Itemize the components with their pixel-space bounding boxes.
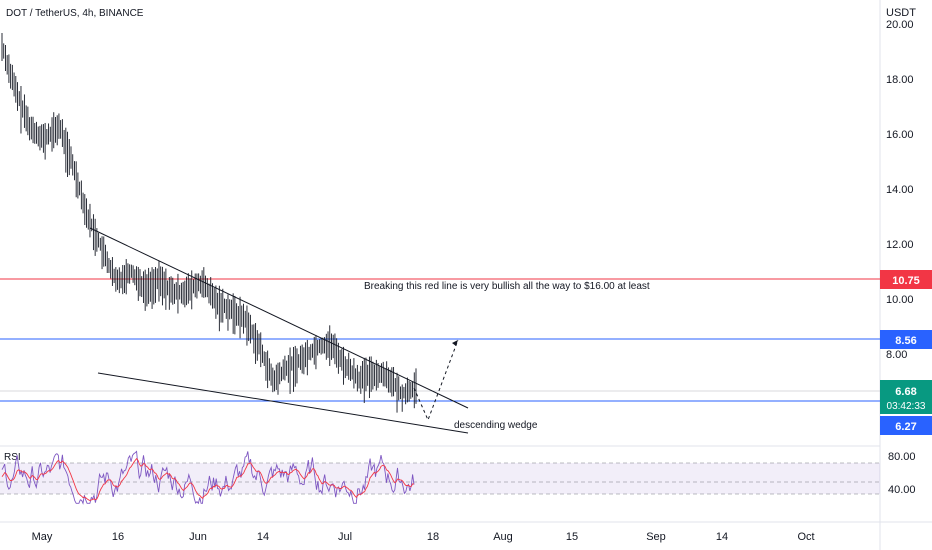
countdown-text: 03:42:33 xyxy=(887,401,926,412)
rsi-ma-line xyxy=(1,457,415,501)
wedge-lower-trendline[interactable] xyxy=(97,372,469,434)
x-tick-label: 15 xyxy=(566,531,578,543)
x-tick-label: Jun xyxy=(189,531,207,543)
badge-blue-upper xyxy=(880,330,932,349)
badge-red-level-text: 10.75 xyxy=(892,275,920,287)
x-tick-label: Aug xyxy=(493,531,513,543)
rsi-tick-40: 40.00 xyxy=(888,484,916,496)
price-axis-ticks: 20.00 18.00 16.00 14.00 12.00 10.00 8.00 xyxy=(886,19,914,361)
x-tick-label: Oct xyxy=(797,531,814,543)
badge-blue-upper-text: 8.56 xyxy=(895,335,916,347)
x-tick-label: 18 xyxy=(427,531,439,543)
y-tick-label: 8.00 xyxy=(886,349,907,361)
time-axis-ticks: May 16 Jun 14 Jul 18 Aug 15 Sep 14 Oct xyxy=(32,531,815,543)
badge-red-level xyxy=(880,270,932,289)
y-tick-label: 10.00 xyxy=(886,294,914,306)
x-tick-label: 14 xyxy=(716,531,728,543)
x-tick-label: 14 xyxy=(257,531,269,543)
rsi-band xyxy=(0,463,880,494)
wedge-upper-trendline[interactable] xyxy=(89,227,469,409)
red-line-note[interactable]: Breaking this red line is very bullish a… xyxy=(364,281,650,292)
rsi-label[interactable]: RSI xyxy=(4,452,21,463)
rsi-line xyxy=(1,450,415,505)
projection-dashed-arrow[interactable] xyxy=(413,339,459,422)
badge-blue-lower-text: 6.27 xyxy=(895,421,916,433)
price-series xyxy=(1,33,417,413)
y-tick-label: 20.00 xyxy=(886,19,914,31)
currency-label: USDT xyxy=(886,7,916,19)
y-tick-label: 12.00 xyxy=(886,239,914,251)
x-tick-label: 16 xyxy=(112,531,124,543)
y-tick-label: 16.00 xyxy=(886,129,914,141)
rsi-series xyxy=(1,450,415,505)
wedge-label[interactable]: descending wedge xyxy=(454,420,538,431)
rsi-tick-80: 80.00 xyxy=(888,451,916,463)
x-tick-label: Jul xyxy=(338,531,352,543)
x-tick-label: Sep xyxy=(646,531,666,543)
y-tick-label: 18.00 xyxy=(886,74,914,86)
y-tick-label: 14.00 xyxy=(886,184,914,196)
badge-blue-lower xyxy=(880,416,932,435)
x-tick-label: May xyxy=(32,531,53,543)
symbol-title[interactable]: DOT / TetherUS, 4h, BINANCE xyxy=(6,8,144,19)
arrow-head-icon xyxy=(452,340,458,346)
current-price-text: 6.68 xyxy=(895,386,916,398)
badge-current-price xyxy=(880,380,932,414)
